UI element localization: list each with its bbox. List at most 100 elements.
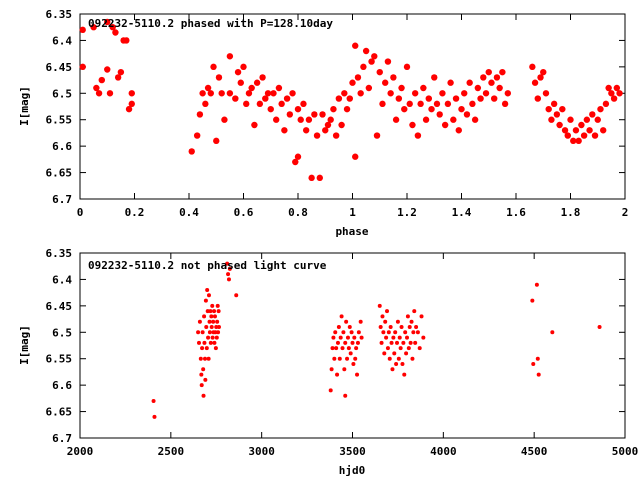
x-axis-label: phase xyxy=(335,225,368,238)
data-point xyxy=(553,111,561,118)
data-point xyxy=(401,105,408,113)
y-tick-label: 6.5 xyxy=(52,87,72,100)
data-point xyxy=(405,314,410,319)
x-tick-label: 0.8 xyxy=(288,206,308,219)
x-tick-label: 2500 xyxy=(158,445,185,458)
x-axis-label: hjd0 xyxy=(339,464,366,477)
data-point xyxy=(328,388,333,393)
data-point xyxy=(208,340,213,345)
data-point xyxy=(204,325,209,329)
x-tick-label: 2 xyxy=(622,206,629,219)
y-tick-label: 6.4 xyxy=(52,273,72,286)
data-point xyxy=(559,105,566,113)
y-tick-label: 6.45 xyxy=(46,61,73,74)
data-point xyxy=(403,330,408,335)
data-point xyxy=(210,335,215,340)
data-point xyxy=(353,356,358,361)
data-point xyxy=(602,100,610,108)
data-point xyxy=(444,100,452,108)
data-point xyxy=(355,372,360,377)
data-point xyxy=(343,105,351,113)
data-point xyxy=(441,121,449,129)
data-point xyxy=(594,116,601,123)
plot-frame xyxy=(79,13,626,200)
data-point xyxy=(382,351,387,356)
data-point xyxy=(386,330,391,335)
data-point xyxy=(570,137,577,145)
y-tick-label: 6.5 xyxy=(52,326,72,339)
data-point xyxy=(395,319,400,324)
data-point xyxy=(336,325,341,329)
data-point xyxy=(193,132,201,139)
data-point xyxy=(152,414,157,419)
data-point xyxy=(384,58,392,65)
x-tick-label: 1.2 xyxy=(397,206,417,219)
data-point xyxy=(400,362,405,366)
data-point xyxy=(341,90,348,97)
data-point xyxy=(212,340,217,345)
x-tick-label: 0.6 xyxy=(234,206,254,219)
data-point xyxy=(381,330,386,335)
data-point xyxy=(545,105,552,113)
data-point xyxy=(322,127,329,134)
data-point xyxy=(237,79,244,86)
plot-frame xyxy=(79,252,626,439)
data-point xyxy=(530,298,535,303)
data-point xyxy=(210,303,215,308)
data-point xyxy=(420,84,427,92)
data-point xyxy=(221,116,228,123)
data-point xyxy=(106,90,114,97)
data-point xyxy=(447,79,454,86)
data-point xyxy=(564,132,571,139)
data-point xyxy=(458,105,465,113)
data-point xyxy=(396,356,401,361)
y-tick-label: 6.7 xyxy=(52,432,72,445)
data-point xyxy=(382,79,389,86)
data-point xyxy=(436,111,443,118)
data-point xyxy=(327,116,334,123)
data-point xyxy=(536,372,541,377)
data-point xyxy=(200,330,205,335)
data-point xyxy=(218,90,225,97)
data-point xyxy=(338,335,343,340)
x-tick-label: 5000 xyxy=(612,445,639,458)
data-point xyxy=(232,95,239,102)
data-point xyxy=(345,356,350,361)
data-point xyxy=(204,84,212,92)
data-point xyxy=(349,79,356,86)
data-point xyxy=(206,335,211,340)
data-point xyxy=(428,105,435,113)
data-point xyxy=(204,346,209,351)
data-point xyxy=(548,116,555,123)
data-point xyxy=(347,325,352,329)
data-point xyxy=(330,346,335,351)
data-point xyxy=(368,58,375,65)
data-point xyxy=(331,335,336,340)
data-point xyxy=(480,74,487,81)
tick-marks xyxy=(79,252,626,439)
data-point xyxy=(421,335,426,340)
data-point xyxy=(466,79,473,86)
data-point xyxy=(202,340,207,345)
data-point xyxy=(319,111,326,118)
data-point xyxy=(404,351,409,356)
data-point xyxy=(406,100,413,108)
data-point xyxy=(591,132,599,139)
data-point xyxy=(542,90,550,97)
data-point xyxy=(531,79,539,86)
data-point xyxy=(354,74,362,81)
data-point xyxy=(469,100,476,108)
data-point xyxy=(417,100,424,108)
data-point xyxy=(226,53,234,60)
data-point xyxy=(379,340,384,345)
data-point xyxy=(200,346,205,351)
data-point xyxy=(387,356,392,361)
data-point xyxy=(431,74,438,81)
data-point xyxy=(378,325,383,329)
tick-marks xyxy=(79,13,626,200)
data-point xyxy=(488,79,495,86)
data-point xyxy=(128,100,135,108)
y-tick-label: 6.55 xyxy=(46,114,73,127)
data-point xyxy=(401,340,406,345)
data-point xyxy=(556,121,563,129)
